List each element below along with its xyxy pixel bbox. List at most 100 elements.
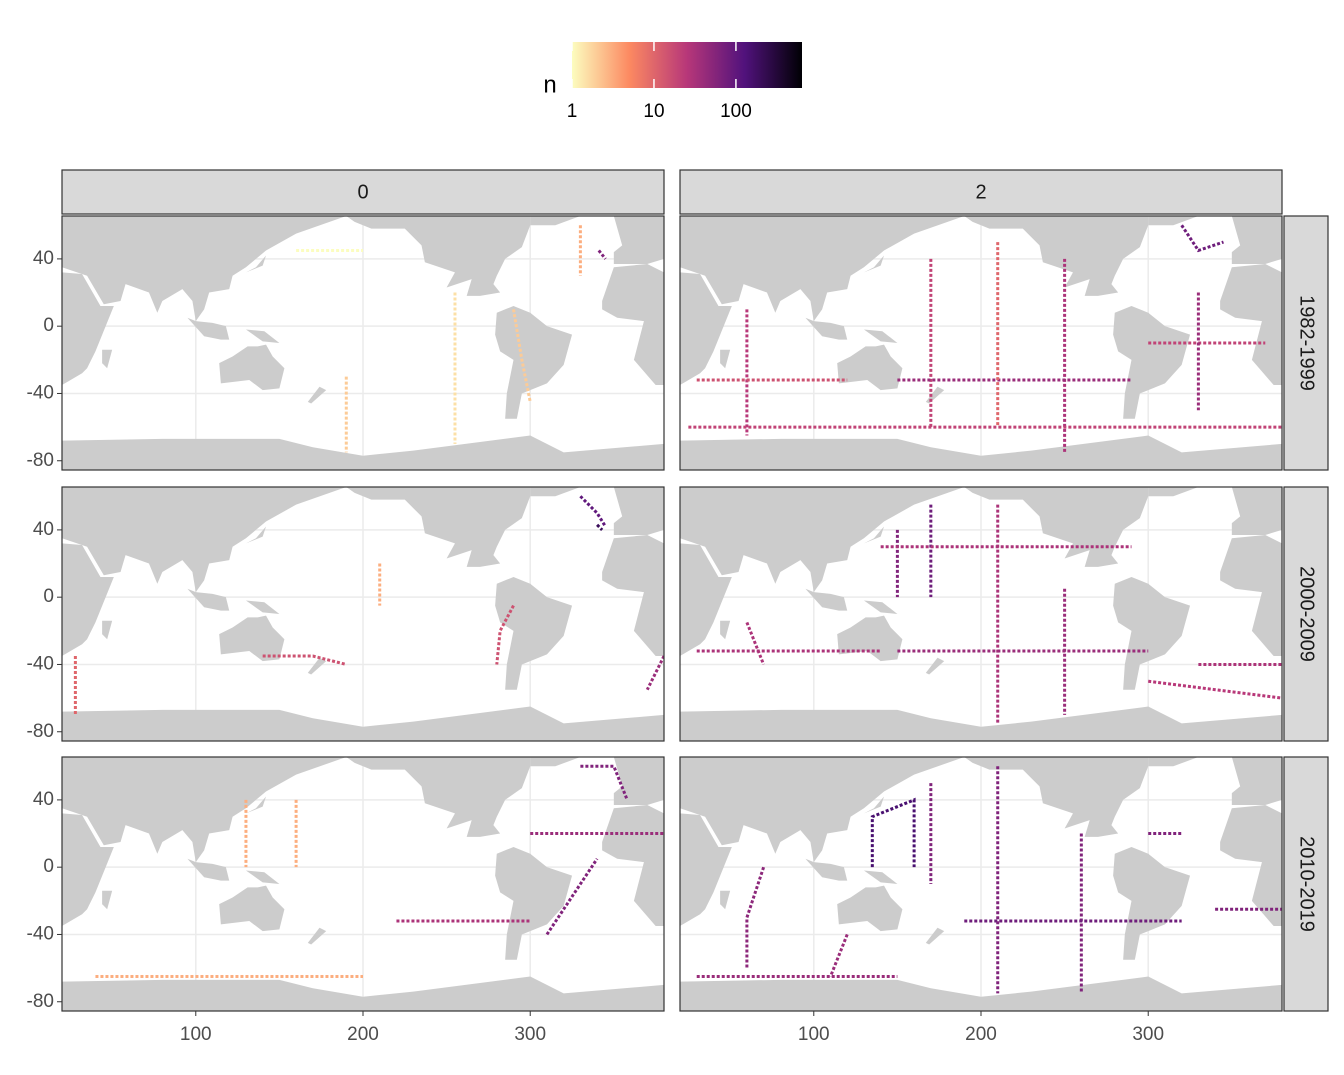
track	[745, 621, 766, 666]
strip-label: 2	[975, 181, 986, 203]
land	[805, 588, 848, 611]
panel	[680, 216, 1282, 470]
land	[62, 216, 347, 322]
panel	[62, 487, 664, 741]
land	[837, 344, 903, 391]
colorbar-label: 100	[720, 101, 752, 122]
strip-label: 2000-2009	[1296, 566, 1318, 662]
land	[602, 534, 664, 657]
y-tick-label: 40	[33, 248, 54, 269]
land	[346, 487, 531, 567]
strip	[679, 169, 1283, 215]
land	[863, 329, 898, 343]
strip-label: 0	[357, 181, 368, 203]
track	[829, 933, 849, 978]
land	[1113, 846, 1191, 960]
y-tick-label: -80	[27, 450, 54, 471]
colorbar-label: 10	[643, 101, 664, 122]
y-tick-label: -40	[27, 653, 54, 674]
x-tick-label: 200	[347, 1024, 379, 1045]
y-tick-label: 0	[43, 315, 54, 336]
land	[245, 796, 267, 814]
land	[1148, 216, 1199, 226]
land	[346, 216, 531, 296]
land	[219, 885, 285, 932]
strip-label: 1982-1999	[1296, 295, 1318, 391]
panel-border	[679, 486, 1283, 742]
strip	[1283, 215, 1329, 471]
land	[530, 757, 581, 767]
panel	[62, 757, 664, 1011]
land	[530, 216, 581, 226]
panel-border	[61, 215, 665, 471]
land	[1231, 757, 1282, 805]
track	[512, 309, 532, 403]
land	[863, 526, 885, 544]
track	[596, 523, 604, 531]
land	[102, 349, 113, 369]
x-tick-label: 100	[180, 1024, 212, 1045]
land	[680, 435, 1282, 470]
land	[863, 870, 898, 884]
land	[863, 796, 885, 814]
land	[925, 927, 945, 945]
land	[102, 890, 113, 910]
y-tick-label: -80	[27, 991, 54, 1012]
x-tick-label: 100	[798, 1024, 830, 1045]
land	[102, 620, 113, 640]
land	[613, 757, 664, 805]
land	[680, 757, 965, 863]
land	[62, 706, 664, 741]
strip	[1283, 756, 1329, 1012]
land	[307, 386, 327, 404]
land	[245, 255, 267, 273]
y-tick-label: -40	[27, 382, 54, 403]
land	[680, 976, 1282, 1011]
land	[187, 317, 230, 340]
land	[245, 526, 267, 544]
land	[62, 813, 114, 927]
land	[245, 600, 280, 614]
track	[1148, 679, 1282, 700]
y-tick-label: -80	[27, 721, 54, 742]
land	[964, 757, 1149, 837]
track	[545, 857, 599, 936]
land	[1231, 216, 1282, 264]
track	[870, 797, 916, 868]
land	[613, 216, 664, 264]
land	[964, 216, 1149, 296]
land	[307, 657, 327, 675]
land	[219, 344, 285, 391]
land	[307, 927, 327, 945]
colorbar	[572, 42, 802, 88]
land	[1148, 487, 1199, 497]
panel-border	[61, 486, 665, 742]
y-tick-label: -40	[27, 923, 54, 944]
track	[645, 655, 664, 691]
land	[62, 487, 347, 593]
land	[62, 272, 114, 386]
legend-title: n	[543, 71, 556, 98]
land	[680, 487, 965, 593]
colorbar-label: 1	[567, 101, 578, 122]
land	[62, 976, 664, 1011]
land	[187, 588, 230, 611]
track	[495, 604, 515, 665]
land	[1113, 305, 1191, 419]
land	[1113, 576, 1191, 690]
land	[805, 317, 848, 340]
land	[613, 487, 664, 535]
panel	[680, 487, 1282, 741]
strip	[61, 169, 665, 215]
panel-border	[679, 215, 1283, 471]
land	[530, 487, 581, 497]
track	[580, 764, 629, 801]
land	[720, 349, 731, 369]
land	[245, 870, 280, 884]
land	[1148, 757, 1199, 767]
land	[495, 576, 573, 690]
land	[602, 804, 664, 927]
x-tick-label: 300	[1132, 1024, 1164, 1045]
land	[837, 885, 903, 932]
land	[805, 858, 848, 881]
